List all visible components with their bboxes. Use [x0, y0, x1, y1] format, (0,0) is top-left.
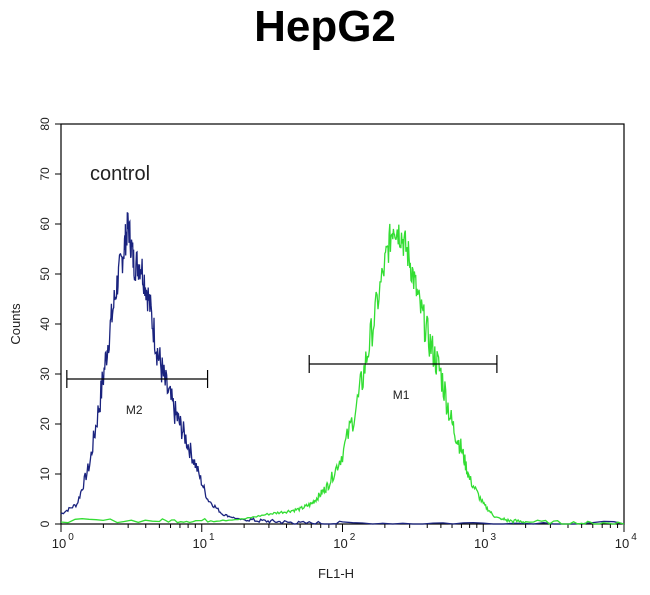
- y-tick-label: 80: [38, 117, 52, 131]
- x-tick-exponent: 1: [209, 532, 215, 543]
- y-tick-label: 40: [38, 317, 52, 331]
- y-tick-label: 50: [38, 267, 52, 281]
- x-tick-exponent: 4: [631, 532, 637, 543]
- x-tick-exponent: 0: [68, 532, 74, 543]
- chart-title: HepG2: [254, 2, 396, 51]
- x-axis-label: FL1-H: [318, 566, 354, 581]
- gate-label: M1: [393, 388, 410, 402]
- gate-label: M2: [126, 403, 143, 417]
- x-tick-exponent: 3: [490, 532, 496, 543]
- x-tick-label: 10: [474, 536, 488, 551]
- series-trace-2: [60, 223, 625, 525]
- x-tick-label: 10: [615, 536, 629, 551]
- y-axis-label: Counts: [8, 303, 23, 345]
- y-tick-label: 20: [38, 417, 52, 431]
- x-tick-label: 10: [193, 536, 207, 551]
- y-tick-label: 30: [38, 367, 52, 381]
- y-tick-label: 70: [38, 167, 52, 181]
- series-trace-1: [60, 212, 625, 525]
- gates-layer: M2 M1: [66, 355, 498, 417]
- y-tick-label: 0: [38, 520, 52, 527]
- x-tick-label: 10: [333, 536, 347, 551]
- x-tick-label: 10: [52, 536, 66, 551]
- y-tick-label: 10: [38, 467, 52, 481]
- x-axis: 10 0 10 1 10 2 10 3 10 4: [52, 524, 637, 551]
- control-annotation: control: [90, 163, 150, 185]
- y-tick-label: 60: [38, 217, 52, 231]
- x-tick-exponent: 2: [350, 532, 356, 543]
- series-layer: [60, 212, 625, 525]
- y-axis: 0 10 20 30 40 50 60 70 80: [38, 117, 61, 527]
